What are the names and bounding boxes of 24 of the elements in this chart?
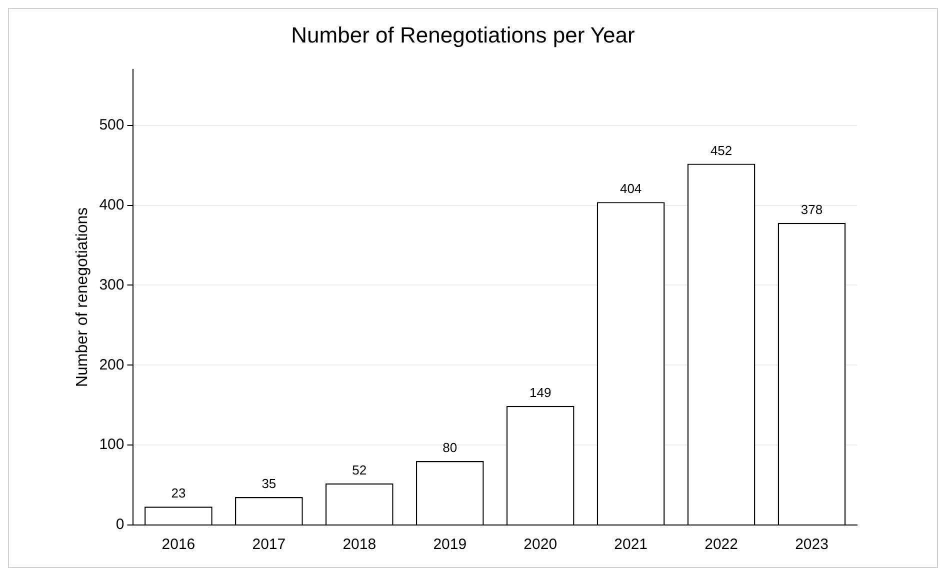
- y-tick-label: 100: [99, 436, 124, 454]
- data-label: 452: [710, 142, 732, 158]
- x-tick-label: 2020: [524, 536, 558, 554]
- y-tick-label: 300: [99, 276, 124, 294]
- y-axis-title: Number of renegotiations: [74, 207, 92, 388]
- y-tick-label: 200: [99, 356, 124, 374]
- y-tick-label: 500: [99, 116, 124, 134]
- y-tick-label: 0: [116, 516, 124, 534]
- data-label: 80: [442, 440, 458, 456]
- data-label: 23: [171, 486, 186, 501]
- data-label: 35: [262, 476, 276, 492]
- data-label: 404: [620, 181, 642, 196]
- x-tick-label: 2019: [433, 536, 467, 554]
- y-tick-label: 400: [99, 196, 124, 214]
- x-tick-label: 2018: [342, 536, 376, 554]
- data-label: 378: [800, 202, 823, 217]
- x-tick-label: 2022: [704, 536, 738, 554]
- x-tick-label: 2016: [162, 536, 196, 554]
- x-tick-label: 2021: [614, 536, 648, 554]
- data-label: 52: [352, 462, 367, 478]
- chart-title: Number of Renegotiations per Year: [291, 22, 635, 48]
- x-tick-label: 2017: [252, 536, 286, 554]
- data-label: 149: [530, 384, 552, 400]
- x-tick-label: 2023: [795, 536, 828, 554]
